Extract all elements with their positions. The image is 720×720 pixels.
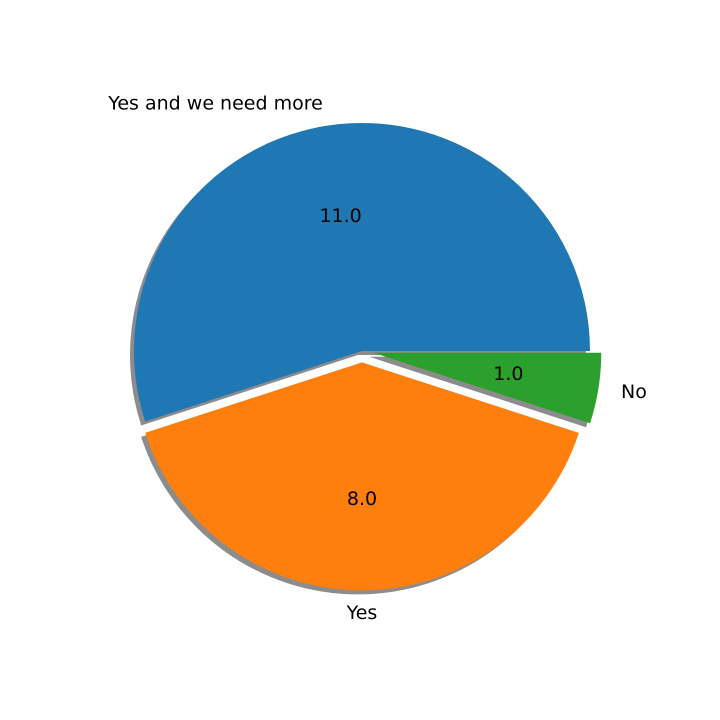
slice-value-label-yes-and-we-need-more: 11.0 <box>319 205 361 227</box>
pie-slice-no <box>373 352 602 424</box>
slice-category-label-yes: Yes <box>346 602 378 624</box>
pie-slices <box>133 123 602 591</box>
slice-value-label-yes: 8.0 <box>347 488 377 510</box>
slice-category-label-no: No <box>621 381 647 403</box>
slice-category-label-yes-and-we-need-more: Yes and we need more <box>107 92 323 114</box>
pie-slice-yes <box>145 362 579 591</box>
slice-value-label-no: 1.0 <box>493 363 523 385</box>
pie-labels: 11.0 Yes and we need more 8.0 Yes 1.0 No <box>107 92 647 624</box>
pie-slice-yes-and-we-need-more <box>133 123 591 422</box>
